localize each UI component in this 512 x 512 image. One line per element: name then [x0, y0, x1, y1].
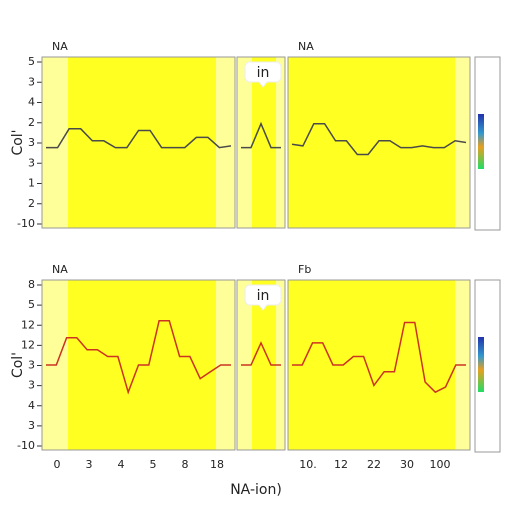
line	[241, 341, 281, 366]
line	[46, 128, 232, 149]
panel-title: NA	[52, 263, 68, 276]
y-tick-label: 12	[21, 318, 35, 331]
x-tick-label: 10.	[299, 458, 317, 471]
x-tick-label: 30	[400, 458, 414, 471]
x-tick-label: 3	[86, 458, 93, 471]
panel-frame	[287, 56, 471, 229]
callout-bubble	[244, 284, 282, 311]
panel-background	[68, 57, 216, 228]
callout-bubble	[244, 61, 282, 88]
y-tick-label: 5	[28, 298, 35, 311]
colorbar	[478, 337, 484, 392]
x-tick-label: 18	[210, 458, 224, 471]
line	[46, 320, 231, 395]
line	[241, 121, 281, 149]
x-tick-label: 8	[182, 458, 189, 471]
panel-frame	[41, 279, 236, 451]
line	[291, 122, 467, 156]
panel-frame	[287, 279, 471, 451]
y-tick-label: 3	[28, 359, 35, 372]
panel-frame	[236, 56, 286, 229]
panel-background	[42, 57, 68, 228]
x-tick-label: 0	[54, 458, 61, 471]
y-tick-label: 3	[28, 379, 35, 392]
y-axis-label: Col'	[10, 352, 26, 378]
panel-background	[288, 57, 455, 228]
y-tick-label: -10	[17, 217, 35, 230]
y-tick-label: -10	[17, 439, 35, 452]
panel-frame	[236, 279, 286, 451]
panel-title: Fb	[298, 263, 311, 276]
y-tick-label: 3	[28, 419, 35, 432]
y-tick-label: 5	[28, 55, 35, 68]
colorbar	[478, 114, 484, 169]
panel-background	[216, 57, 235, 228]
y-tick-label: 1	[28, 177, 35, 190]
y-tick-label: 8	[28, 278, 35, 291]
y-tick-label: 4	[28, 96, 35, 109]
y-tick-label: 2	[28, 197, 35, 210]
x-axis-label: NA-ion)	[230, 482, 282, 498]
y-tick-label: 2	[28, 116, 35, 129]
y-tick-label: 3	[28, 136, 35, 149]
x-tick-label: 22	[367, 458, 381, 471]
panel-frame	[41, 56, 236, 229]
y-tick-label: 12	[21, 338, 35, 351]
panel-background	[276, 57, 285, 228]
panel-title: NA	[298, 40, 314, 53]
callout-label: in	[257, 65, 270, 81]
x-tick-label: 100	[430, 458, 451, 471]
y-axis-label: Col'	[10, 129, 26, 155]
callout-label: in	[257, 288, 270, 304]
panel-title: NA	[52, 40, 68, 53]
y-tick-label: 3	[28, 156, 35, 169]
panel-background	[288, 280, 455, 450]
x-tick-label: 12	[334, 458, 348, 471]
x-tick-label: 4	[118, 458, 125, 471]
y-tick-label: 3	[28, 75, 35, 88]
x-tick-label: 5	[150, 458, 157, 471]
y-tick-label: 4	[28, 399, 35, 412]
line	[292, 321, 466, 394]
panel-background	[237, 57, 252, 228]
